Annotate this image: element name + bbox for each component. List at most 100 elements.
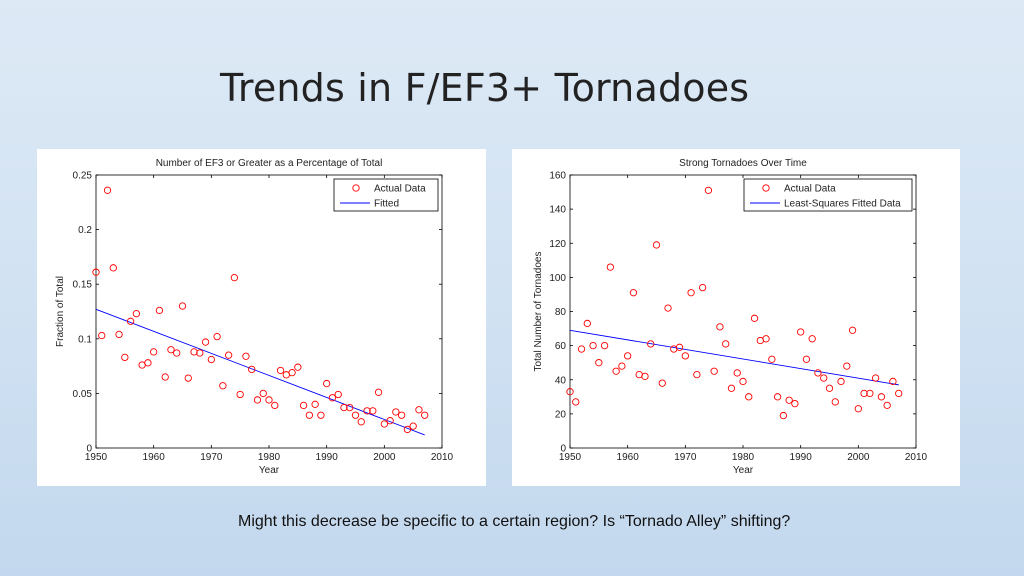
y-tick-label: 20 — [555, 409, 567, 420]
slide-title: Trends in F/EF3+ Tornadoes — [220, 66, 750, 110]
data-point — [808, 335, 816, 343]
data-point — [618, 362, 626, 370]
data-point — [693, 370, 701, 379]
data-point — [866, 389, 874, 398]
y-tick-label: 0.25 — [73, 171, 93, 182]
x-tick-label: 1950 — [85, 452, 108, 463]
x-tick-label: 1950 — [559, 452, 582, 463]
data-point — [624, 352, 632, 360]
data-point — [750, 314, 759, 322]
data-point — [704, 186, 713, 195]
data-point — [357, 418, 365, 426]
chart-ef3-percentage: Number of EF3 or Greater as a Percentage… — [55, 158, 454, 476]
x-tick-label: 2010 — [905, 452, 928, 463]
data-point — [797, 328, 805, 336]
data-point — [150, 348, 158, 356]
data-point — [155, 306, 164, 315]
data-point — [779, 411, 788, 420]
x-tick-label: 1960 — [617, 452, 640, 463]
data-point — [889, 377, 897, 386]
data-point — [351, 411, 360, 419]
data-point — [583, 319, 591, 328]
data-point — [403, 425, 412, 434]
legend-label-fitted: Least-Squares Fitted Data — [784, 199, 901, 210]
x-tick-label: 1980 — [258, 452, 281, 463]
data-point — [184, 374, 192, 382]
data-point — [421, 411, 429, 419]
data-point — [236, 390, 244, 399]
x-axis-label: Year — [259, 465, 280, 476]
data-point — [652, 241, 661, 249]
legend-label-actual: Actual Data — [374, 184, 426, 195]
data-point — [271, 401, 279, 410]
plot-area-frame — [95, 174, 443, 449]
y-tick-label: 0.05 — [73, 389, 93, 400]
data-point — [219, 382, 227, 390]
legend-label-actual: Actual Data — [784, 184, 836, 195]
data-point — [224, 351, 233, 359]
legend-marker-actual — [352, 184, 360, 192]
chart-title: Strong Tornadoes Over Time — [679, 158, 807, 169]
data-point — [392, 408, 400, 416]
data-point — [363, 407, 371, 415]
data-point — [311, 400, 319, 408]
data-point — [577, 345, 586, 353]
data-point — [323, 379, 331, 388]
data-point — [299, 401, 308, 410]
data-point — [566, 388, 574, 396]
y-tick-label: 0.1 — [78, 334, 92, 345]
data-point — [207, 355, 215, 364]
data-point — [380, 420, 388, 428]
y-tick-label: 0.2 — [78, 225, 92, 236]
x-tick-label: 1970 — [200, 452, 223, 463]
data-point — [190, 348, 198, 356]
x-tick-label: 1960 — [143, 452, 166, 463]
data-point — [641, 372, 649, 380]
data-point — [733, 369, 741, 377]
slide-caption: Might this decrease be specific to a cer… — [238, 513, 791, 530]
data-point — [843, 362, 851, 370]
data-point — [871, 374, 880, 382]
data-point — [409, 422, 417, 430]
data-point — [722, 340, 730, 348]
data-point — [698, 283, 707, 292]
data-point — [727, 384, 736, 392]
plot-area-frame — [569, 174, 917, 449]
data-point — [773, 393, 782, 401]
x-tick-label: 1980 — [732, 452, 755, 463]
data-point — [814, 369, 822, 377]
data-point — [340, 403, 348, 412]
data-point — [121, 353, 129, 362]
data-point — [305, 411, 314, 419]
data-point — [415, 406, 423, 414]
y-tick-label: 120 — [549, 239, 566, 250]
data-point — [825, 384, 834, 392]
data-point — [115, 330, 123, 339]
data-point — [253, 396, 262, 404]
data-point — [831, 398, 839, 406]
data-point — [791, 399, 799, 408]
data-point — [126, 317, 135, 325]
data-point — [883, 401, 891, 409]
data-point — [144, 359, 152, 367]
data-point — [397, 411, 406, 419]
x-tick-label: 2000 — [847, 452, 870, 463]
data-point — [589, 341, 597, 350]
data-point — [837, 377, 845, 386]
data-point — [161, 373, 169, 381]
data-point — [675, 343, 684, 351]
data-point — [745, 393, 753, 401]
y-tick-label: 0.15 — [73, 280, 93, 291]
data-point — [334, 390, 342, 399]
x-tick-label: 1990 — [316, 452, 339, 463]
data-point — [860, 389, 868, 398]
data-point — [265, 396, 273, 404]
legend-box — [743, 178, 913, 212]
data-point — [629, 289, 638, 297]
y-tick-label: 140 — [549, 205, 566, 216]
data-point — [895, 389, 903, 398]
data-point — [259, 389, 267, 398]
data-point — [317, 411, 325, 419]
data-point — [600, 341, 609, 350]
data-point — [276, 366, 285, 375]
